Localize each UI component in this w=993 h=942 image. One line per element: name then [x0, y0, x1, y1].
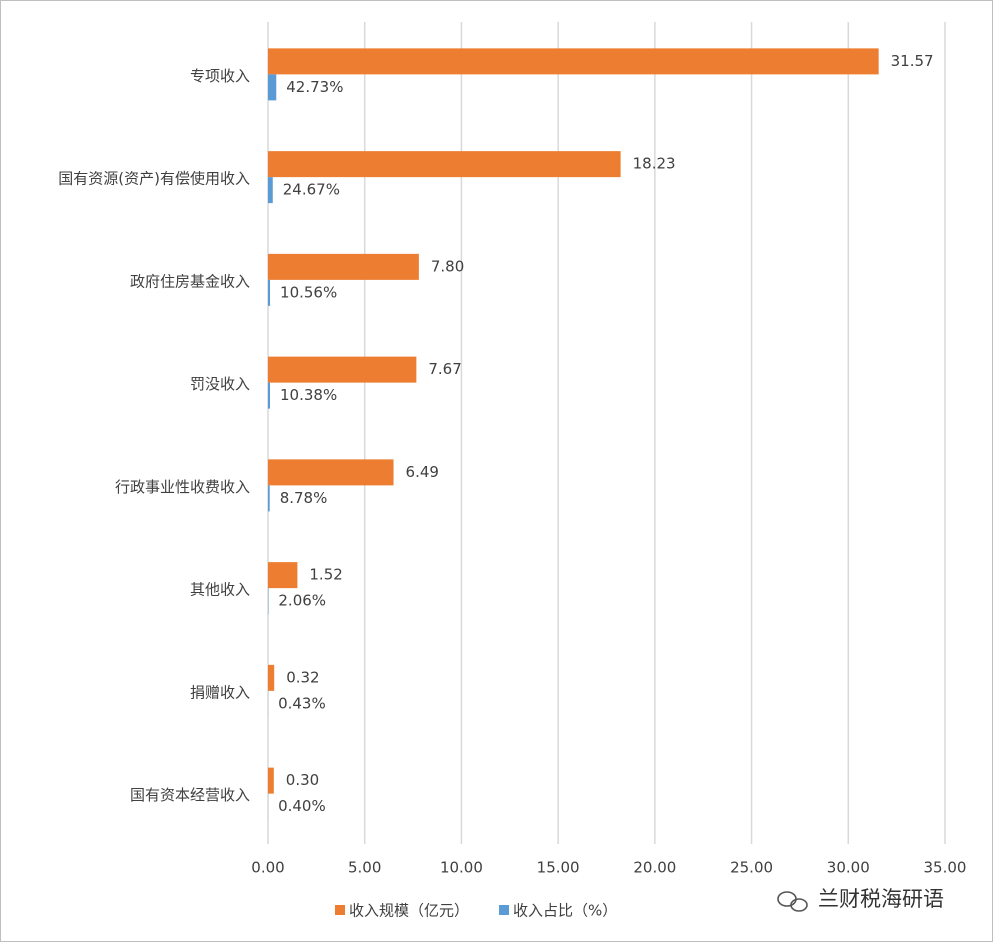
bar [268, 253, 419, 280]
legend-label: 收入规模（亿元） [349, 902, 469, 920]
y-tick-label: 捐赠收入 [190, 683, 250, 701]
x-tick-label: 5.00 [348, 859, 381, 877]
legend-label: 收入占比（%） [513, 902, 617, 920]
data-label: 42.73% [286, 78, 343, 96]
data-label: 2.06% [278, 592, 326, 610]
x-tick-label: 0.00 [251, 859, 284, 877]
bar [268, 151, 621, 178]
bar [268, 562, 298, 589]
data-label: 6.49 [406, 463, 439, 481]
data-label: 1.52 [309, 566, 342, 584]
watermark-icon [777, 891, 808, 912]
data-label: 0.32 [286, 668, 319, 686]
bar [268, 356, 417, 383]
bar [268, 485, 270, 512]
bar [268, 177, 273, 204]
bar [268, 74, 277, 101]
y-tick-label: 罚没收入 [190, 375, 250, 393]
y-tick-label: 国有资源(资产)有偿使用收入 [58, 170, 250, 188]
data-label: 18.23 [633, 155, 676, 173]
x-tick-label: 20.00 [633, 859, 676, 877]
bar [268, 48, 879, 75]
x-tick-label: 25.00 [730, 859, 773, 877]
data-label: 10.38% [280, 386, 337, 404]
bar [268, 767, 274, 794]
x-tick-label: 10.00 [440, 859, 483, 877]
data-label: 0.43% [278, 694, 326, 712]
data-label: 0.30 [286, 771, 319, 789]
bar [268, 279, 271, 306]
bar [268, 664, 275, 691]
data-label: 8.78% [280, 489, 328, 507]
y-tick-label: 国有资本经营收入 [130, 786, 250, 804]
bar [268, 459, 394, 486]
y-tick-label: 行政事业性收费收入 [115, 478, 250, 496]
data-label: 7.67 [428, 360, 461, 378]
data-label: 24.67% [283, 181, 340, 199]
y-tick-label: 政府住房基金收入 [130, 272, 250, 290]
x-tick-label: 30.00 [827, 859, 870, 877]
y-tick-label: 专项收入 [190, 67, 250, 85]
watermark: 兰财税海研语 [818, 887, 944, 911]
data-label: 10.56% [280, 283, 337, 301]
legend-swatch [499, 905, 510, 915]
x-tick-label: 15.00 [537, 859, 580, 877]
data-label: 31.57 [891, 52, 934, 70]
legend-swatch [335, 905, 345, 915]
x-tick-label: 35.00 [924, 859, 967, 877]
data-label: 0.40% [278, 797, 326, 815]
bar [268, 382, 271, 409]
y-tick-label: 其他收入 [190, 581, 250, 599]
data-label: 7.80 [431, 257, 464, 275]
